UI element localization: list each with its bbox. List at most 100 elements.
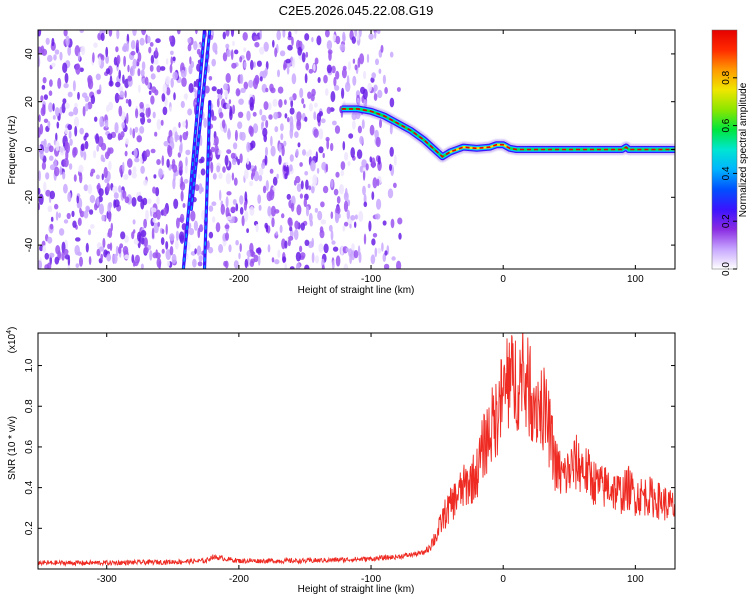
noise-blob — [201, 187, 204, 193]
noise-blob — [362, 185, 366, 196]
noise-blob — [314, 57, 319, 65]
noise-blob — [173, 198, 179, 209]
noise-blob — [224, 89, 229, 98]
noise-blob — [304, 116, 308, 122]
noise-blob — [308, 102, 313, 112]
noise-blob — [51, 62, 56, 68]
noise-blob — [134, 126, 139, 133]
noise-blob — [330, 179, 334, 188]
noise-blob — [381, 242, 384, 252]
noise-blob — [325, 136, 330, 142]
noise-blob — [343, 200, 349, 212]
noise-blob — [198, 224, 204, 233]
main-frequency-trace — [340, 103, 675, 163]
noise-blob — [41, 84, 46, 90]
noise-blob — [95, 174, 100, 180]
noise-blob — [308, 185, 312, 191]
noise-blob — [187, 43, 192, 52]
noise-blob — [185, 119, 188, 130]
noise-blob — [273, 111, 279, 120]
noise-blob — [383, 263, 390, 269]
x-tick-label: -300 — [97, 574, 117, 585]
noise-blob — [192, 258, 197, 268]
noise-blob — [188, 222, 192, 230]
noise-blob — [145, 209, 149, 221]
noise-blob — [131, 231, 135, 240]
noise-blob — [289, 226, 293, 232]
noise-blob — [289, 154, 294, 162]
noise-blob — [330, 229, 334, 241]
noise-blob — [356, 149, 363, 160]
noise-blob — [58, 228, 65, 236]
noise-blob — [67, 191, 72, 203]
noise-blob — [100, 253, 104, 261]
noise-blob — [155, 47, 158, 57]
noise-blob — [274, 126, 279, 133]
noise-blob — [153, 174, 157, 179]
noise-blob — [249, 206, 255, 216]
x-tick-label: -100 — [361, 274, 381, 285]
noise-blob — [330, 91, 336, 103]
noise-blob — [376, 178, 380, 187]
noise-blob — [180, 190, 184, 202]
noise-blob — [279, 50, 286, 57]
noise-blob — [326, 138, 330, 150]
noise-blob — [258, 204, 262, 211]
noise-blob — [137, 68, 141, 77]
snr-multiplier-exp: 4 — [6, 330, 13, 334]
noise-blob — [369, 124, 375, 136]
noise-blob — [310, 186, 315, 194]
diagonal-streak-core — [203, 100, 211, 269]
noise-blob — [334, 85, 340, 91]
noise-blob — [251, 168, 256, 177]
noise-blob — [225, 207, 230, 219]
noise-blob — [194, 184, 200, 192]
colorbar-gradient — [712, 30, 737, 269]
noise-blob — [353, 250, 359, 259]
noise-blob — [132, 30, 137, 37]
noise-blob — [147, 107, 151, 117]
noise-blob — [164, 97, 168, 107]
noise-blob — [295, 175, 301, 184]
noise-blob — [42, 103, 45, 115]
noise-blob — [305, 62, 310, 71]
noise-blob — [318, 128, 324, 140]
noise-blob — [342, 225, 346, 232]
noise-blob — [100, 154, 105, 162]
noise-blob — [363, 70, 367, 80]
noise-blob — [255, 223, 259, 233]
snr-panel: -300 -200 -100 0 100 0.2 0.4 0.6 0.8 1.0 Height … — [6, 327, 676, 595]
noise-blob — [294, 131, 299, 139]
noise-blob — [254, 165, 257, 172]
noise-blob — [44, 252, 50, 260]
noise-blob — [339, 43, 346, 52]
noise-blob — [208, 246, 214, 254]
noise-blob — [244, 210, 249, 221]
noise-blob — [370, 77, 375, 83]
noise-blob — [155, 252, 161, 259]
noise-blob — [223, 83, 229, 91]
noise-blob — [122, 245, 129, 255]
noise-blob — [122, 161, 125, 173]
noise-blob — [390, 218, 395, 229]
noise-blob — [68, 163, 73, 170]
colorbar-tick-label: 0.6 — [721, 118, 732, 132]
noise-blob — [151, 227, 155, 239]
noise-blob — [348, 133, 354, 139]
noise-blob — [100, 32, 105, 42]
noise-blob — [354, 214, 358, 220]
noise-blob — [284, 99, 287, 105]
noise-blob — [123, 174, 129, 180]
noise-blob — [350, 147, 356, 159]
noise-blob — [43, 138, 47, 149]
noise-blob — [332, 246, 339, 252]
noise-blob — [362, 88, 368, 100]
noise-blob — [116, 30, 120, 40]
noise-blob — [270, 205, 276, 217]
noise-blob — [359, 135, 364, 145]
noise-blob — [321, 264, 325, 269]
noise-blob — [129, 127, 132, 136]
noise-blob — [286, 117, 290, 123]
noise-blob — [338, 213, 341, 219]
